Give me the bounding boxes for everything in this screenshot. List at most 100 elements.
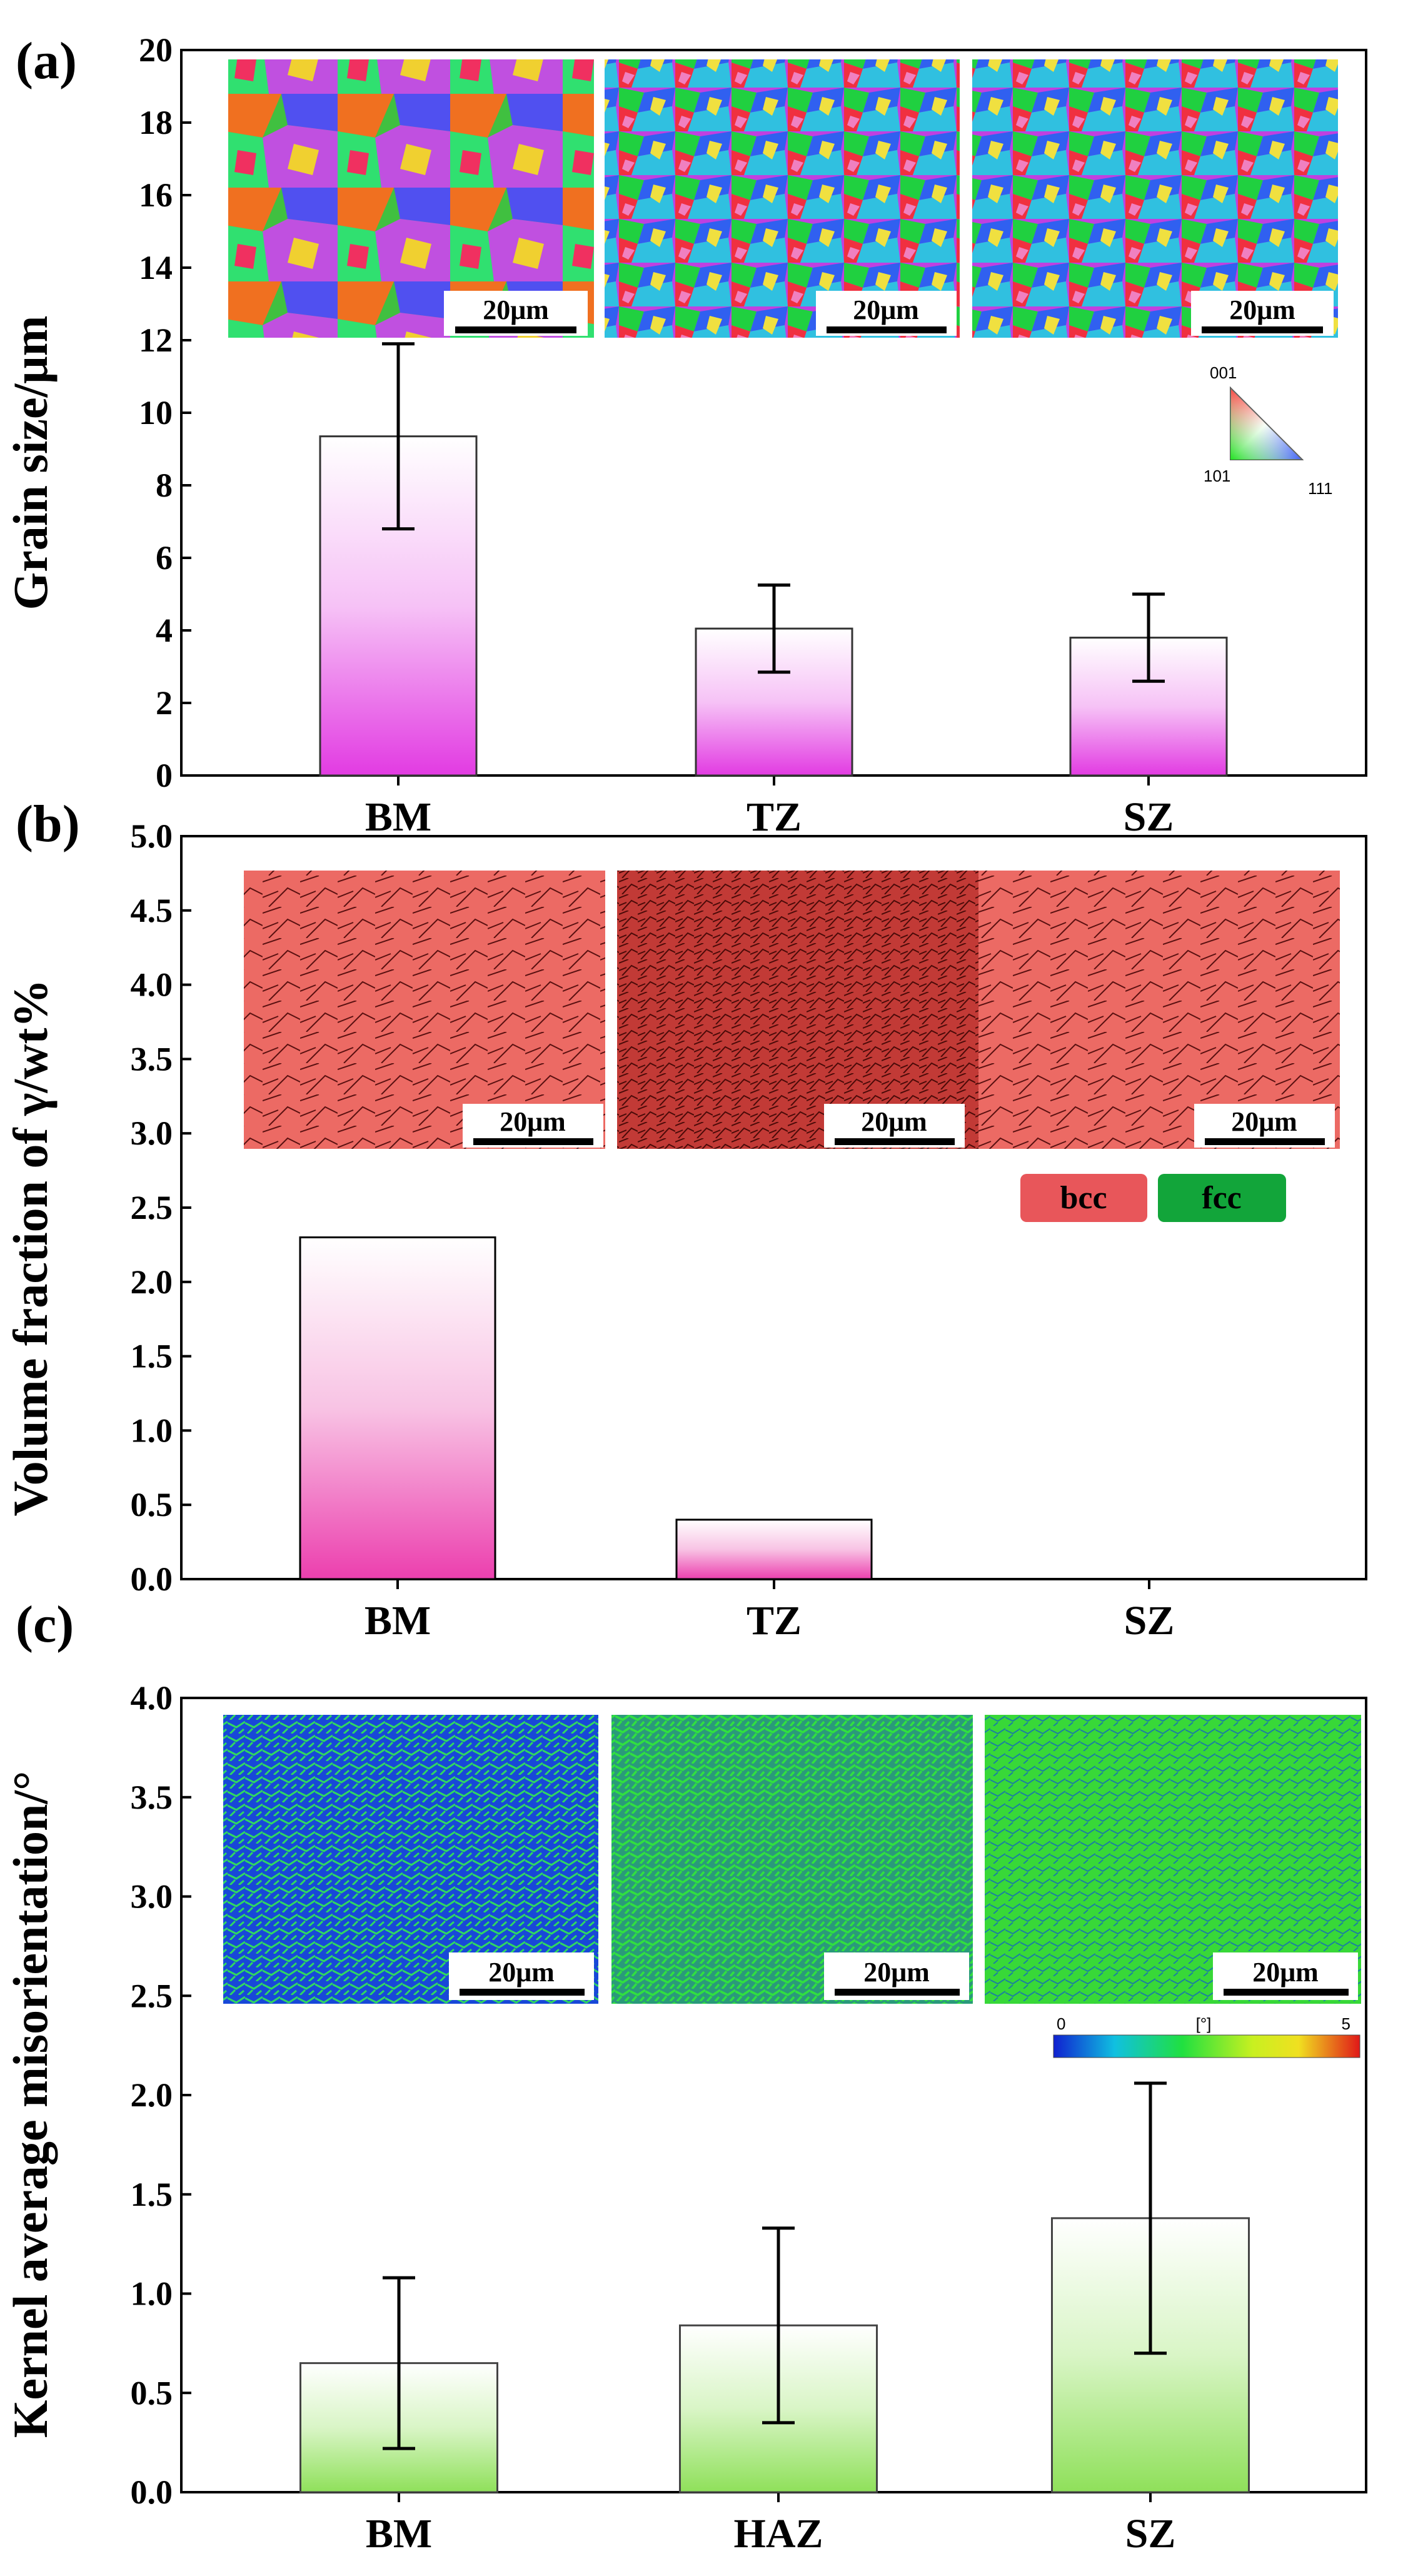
inset-map-image — [978, 871, 1340, 1149]
y-tick-label: 4.0 — [131, 1679, 173, 1717]
y-tick-label: 14 — [139, 249, 173, 286]
scale-bar — [835, 1138, 955, 1145]
legend-swatch-bcc — [1020, 1174, 1147, 1222]
x-tick-label: SZ — [1125, 2511, 1176, 2557]
panel-a-bars — [319, 342, 1228, 777]
y-tick-label: 18 — [139, 104, 173, 141]
ipf-triangle-overlay — [1230, 388, 1302, 460]
panel-c-inset-haz: 20μm — [611, 1715, 973, 2004]
x-tick-label: BM — [366, 2511, 432, 2557]
panel-b-inset-tz: 20μm — [617, 871, 981, 1149]
ipf-label-001: 001 — [1210, 363, 1237, 382]
scale-bar — [455, 326, 576, 333]
x-tick-label: TZ — [747, 1598, 802, 1644]
scale-bar — [460, 1989, 585, 1996]
y-tick-label: 12 — [139, 321, 173, 359]
y-tick-label: 0.0 — [131, 2473, 173, 2511]
panel-b-axes: 0.0 0.5 1.0 1.5 2.0 2.5 3.0 3.5 4.0 4.5 5.0 BM TZ SZ — [131, 817, 1367, 1644]
scale-bar-label: 20μm — [1229, 295, 1295, 325]
scale-bar-label: 20μm — [500, 1106, 566, 1137]
y-tick-label: 1.5 — [131, 1338, 173, 1375]
scale-bar-label: 20μm — [1231, 1106, 1297, 1137]
scale-bar — [1205, 1138, 1325, 1145]
y-tick-label: 5.0 — [131, 817, 173, 855]
bar — [675, 1518, 873, 1580]
legend-label-bcc: bcc — [1060, 1180, 1107, 1216]
colorbar — [1053, 2034, 1360, 2058]
x-tick-label: TZ — [747, 794, 802, 840]
panel-b-bars — [299, 1236, 873, 1580]
panel-c-y-axis-title: Kernel average misorientation/° — [3, 1771, 58, 2438]
x-tick-label: BM — [365, 794, 431, 840]
panel-b-y-axis-title: Volume fraction of γ/wt% — [3, 979, 58, 1517]
y-tick-label: 6 — [156, 539, 173, 577]
ipf-label-111: 111 — [1308, 479, 1333, 498]
y-tick-label: 1.0 — [131, 2275, 173, 2313]
x-tick-label: HAZ — [733, 2511, 823, 2557]
scale-bar-label: 20μm — [853, 295, 919, 325]
inset-map-image — [617, 871, 981, 1149]
y-tick-label: 1.5 — [131, 2176, 173, 2213]
scale-bar-label: 20μm — [483, 295, 549, 325]
y-tick-label: 0.0 — [131, 1560, 173, 1598]
colorbar-unit-label: [°] — [1196, 2014, 1212, 2033]
y-tick-label: 3.5 — [131, 1779, 173, 1816]
panel-b-inset-sz: 20μm — [978, 871, 1340, 1149]
x-tick-label: SZ — [1124, 1598, 1175, 1644]
y-tick-label: 20 — [139, 31, 173, 69]
x-tick-label: BM — [365, 1598, 431, 1644]
y-tick-label: 4.0 — [131, 966, 173, 1004]
kam-colorbar-legend: 0 [°] 5 — [1050, 2008, 1363, 2063]
panel-c-axes: 0.0 0.5 1.0 1.5 2.0 2.5 3.0 3.5 4.0 BM HAZ SZ — [131, 1679, 1367, 2557]
panel-a-y-axis-title: Grain size/μm — [3, 316, 58, 610]
x-tick-label: SZ — [1124, 794, 1174, 840]
scale-bar — [473, 1138, 593, 1145]
y-tick-label: 16 — [139, 176, 173, 214]
y-tick-label: 8 — [156, 467, 173, 504]
panel-c: (c) Kernel average misorientation/° 0.00… — [3, 1595, 1367, 2557]
scale-bar-label: 20μm — [488, 1957, 555, 1988]
y-tick-label: 2 — [156, 684, 173, 722]
scale-bar — [835, 1989, 960, 1996]
y-tick-label: 4.5 — [131, 892, 173, 929]
panel-b: (b) Volume fraction of γ/wt% 0.0 0.5 1.0 1.… — [3, 795, 1367, 1644]
scale-bar-label: 20μm — [863, 1957, 930, 1988]
panel-a-label: (a) — [16, 32, 77, 90]
panel-c-inset-bm: 20μm — [223, 1715, 598, 2004]
y-tick-label: 1.0 — [131, 1412, 173, 1449]
y-tick-label: 2.0 — [131, 1263, 173, 1301]
ipf-label-101: 101 — [1204, 467, 1230, 485]
y-tick-label: 2.5 — [131, 1977, 173, 2014]
panel-a-inset-sz: 20μm — [972, 59, 1338, 338]
y-tick-label: 0 — [156, 757, 173, 794]
colorbar-min-label: 0 — [1057, 2014, 1065, 2033]
bar — [299, 1236, 496, 1580]
scale-bar — [827, 326, 947, 333]
panel-a: (a) Grain size/μm 0 2 4 6 8 10 12 14 16 18 20 BM TZ S… — [3, 31, 1367, 840]
scale-bar-label: 20μm — [1252, 1957, 1319, 1988]
panel-b-label: (b) — [16, 795, 80, 853]
scale-bar — [1202, 326, 1323, 333]
panel-c-inset-sz: 20μm — [985, 1715, 1361, 2004]
colorbar-max-label: 5 — [1342, 2014, 1350, 2033]
legend-swatch-fcc — [1158, 1174, 1286, 1222]
panel-b-inset-bm: 20μm — [244, 871, 605, 1149]
legend-label-fcc: fcc — [1202, 1180, 1241, 1216]
y-tick-label: 10 — [139, 394, 173, 432]
y-tick-label: 2.5 — [131, 1189, 173, 1226]
y-tick-label: 4 — [156, 612, 173, 649]
y-tick-label: 2.0 — [131, 2076, 173, 2114]
phase-legend: bcc fcc — [1016, 1171, 1291, 1223]
panel-a-inset-tz: 20μm — [605, 59, 960, 338]
y-tick-label: 0.5 — [131, 2374, 173, 2412]
panel-c-bars — [299, 2081, 1250, 2493]
scale-bar-label: 20μm — [861, 1106, 927, 1137]
y-tick-label: 3.0 — [131, 1114, 173, 1152]
panel-a-inset-bm: 20μm — [228, 59, 594, 338]
inset-map-image — [244, 871, 605, 1149]
panel-c-label: (c) — [16, 1595, 74, 1654]
ipf-triangle-legend: 001 101 111 — [1204, 363, 1333, 498]
y-tick-label: 3.0 — [131, 1878, 173, 1916]
y-tick-label: 3.5 — [131, 1040, 173, 1078]
